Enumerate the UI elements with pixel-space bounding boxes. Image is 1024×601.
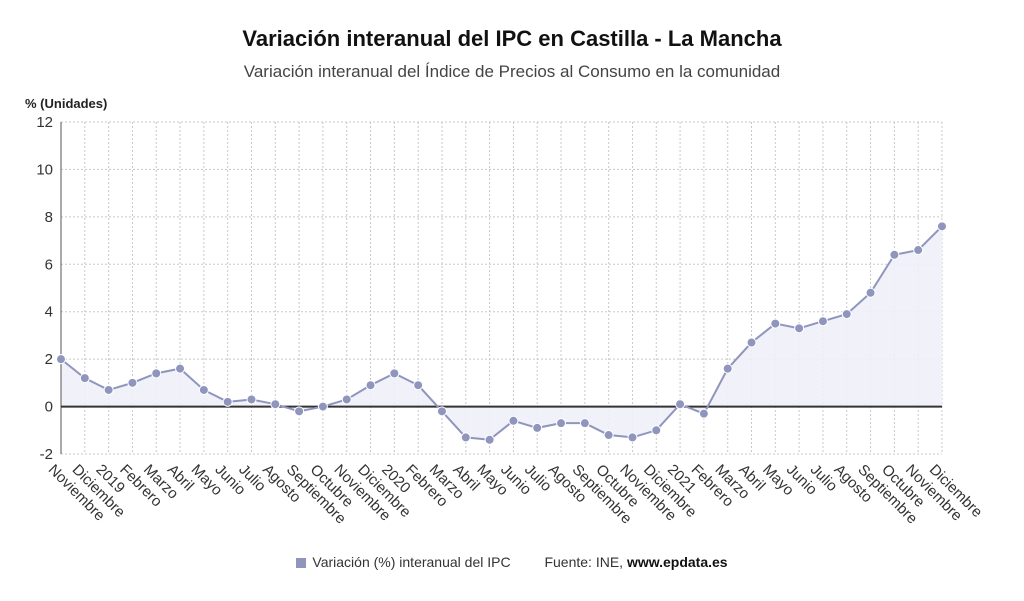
y-tick-label: 4 — [45, 304, 53, 321]
data-point — [79, 373, 90, 384]
data-point — [865, 287, 876, 298]
data-point — [913, 245, 924, 256]
data-point — [294, 406, 305, 417]
data-point — [413, 380, 424, 391]
data-point — [889, 249, 900, 260]
data-point — [436, 406, 447, 417]
data-point — [603, 430, 614, 441]
chart-title: Variación interanual del IPC en Castilla… — [242, 26, 782, 51]
data-point — [722, 363, 733, 374]
data-point — [746, 337, 757, 348]
data-point — [127, 377, 138, 388]
data-point — [698, 408, 709, 419]
y-tick-label: 6 — [45, 256, 53, 273]
data-point — [389, 368, 400, 379]
data-point — [270, 399, 281, 410]
source-label: Fuente: INE, — [544, 554, 627, 570]
data-point — [198, 384, 209, 395]
data-point — [484, 434, 495, 445]
data-point — [151, 368, 162, 379]
data-point — [675, 399, 686, 410]
data-point — [794, 323, 805, 334]
data-point — [175, 363, 186, 374]
legend-swatch — [296, 558, 307, 569]
chart-area-layer — [61, 226, 942, 440]
chart-subtitle: Variación interanual del Índice de Preci… — [243, 62, 781, 81]
data-point — [508, 415, 519, 426]
data-point — [56, 354, 66, 365]
y-tick-label: 2 — [45, 351, 53, 368]
source-site: www.epdata.es — [626, 554, 728, 570]
x-tick-labels: NoviembreDiciembre2019FebreroMarzoAbrilM… — [45, 461, 986, 527]
chart-axes — [60, 122, 942, 454]
data-point — [770, 318, 781, 329]
data-point — [341, 394, 352, 405]
y-tick-label: 10 — [36, 161, 53, 178]
data-point — [651, 425, 662, 436]
data-point — [246, 394, 257, 405]
data-point — [627, 432, 638, 443]
data-point — [317, 401, 328, 412]
data-point — [103, 384, 114, 395]
data-point — [460, 432, 471, 443]
data-point — [937, 221, 947, 232]
y-tick-label: -2 — [40, 446, 53, 463]
data-point — [365, 380, 376, 391]
y-tick-labels: -2 0 2 4 6 8 10 12 — [36, 114, 53, 463]
y-axis-label: % (Unidades) — [25, 96, 108, 111]
data-point — [556, 418, 567, 429]
chart-points — [56, 221, 947, 445]
y-tick-label: 0 — [45, 399, 53, 416]
data-point — [841, 309, 852, 320]
data-point — [222, 396, 233, 407]
data-point — [532, 422, 543, 433]
data-point — [579, 418, 590, 429]
series-area — [61, 226, 942, 440]
data-point — [817, 316, 828, 327]
y-tick-label: 12 — [36, 114, 53, 131]
legend: Variación (%) interanual del IPC Fuente:… — [0, 554, 1024, 570]
source-note: Fuente: INE, www.epdata.es — [544, 554, 727, 570]
y-tick-label: 8 — [45, 209, 53, 226]
legend-series-label: Variación (%) interanual del IPC — [312, 554, 511, 570]
